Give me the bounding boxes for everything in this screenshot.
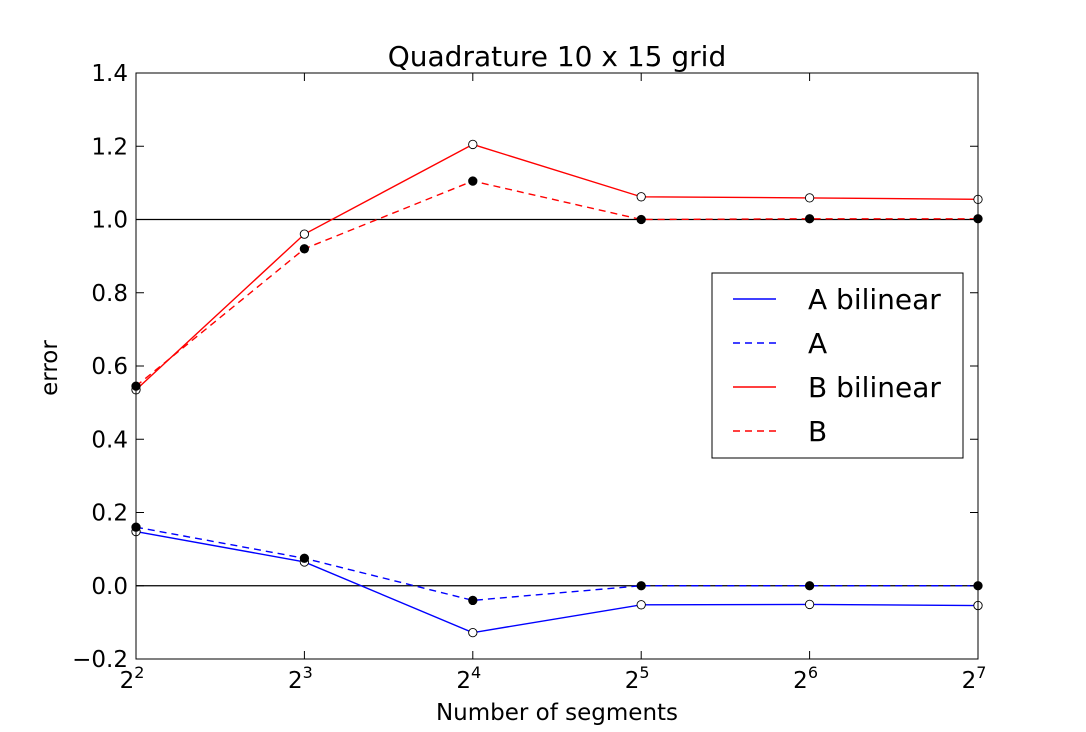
data-point-b-bilinear [804, 193, 815, 203]
y-tick-label: −0.2 [72, 647, 128, 673]
x-tick-label: 25 [625, 663, 650, 694]
data-point-a [299, 553, 310, 563]
data-point-a [636, 581, 646, 591]
chart-title: Quadrature 10 x 15 grid [388, 40, 727, 73]
legend: A bilinear A B bilinear B [711, 272, 964, 459]
data-point-b [804, 214, 815, 224]
legend-box [711, 272, 964, 459]
legend-label-a: A [808, 327, 827, 360]
series-line-a-bilinear [135, 530, 979, 634]
data-point-b-bilinear [299, 229, 310, 239]
data-point-a-bilinear [636, 600, 646, 610]
x-tick-label: 26 [793, 663, 818, 694]
data-point-b-bilinear [636, 192, 646, 202]
y-tick-label: 1.4 [91, 61, 128, 87]
y-tick-label: 0.8 [91, 281, 128, 307]
data-point-a-bilinear [468, 627, 478, 638]
legend-label-b: B [808, 415, 827, 448]
y-tick-label: 0.0 [91, 574, 128, 600]
x-tick-label: 23 [288, 663, 313, 694]
x-tick-label: 24 [456, 663, 481, 694]
data-point-b [468, 176, 478, 186]
data-point-b [299, 244, 310, 254]
data-point-a [804, 581, 815, 591]
data-point-a [468, 595, 478, 606]
y-tick-label: 0.4 [91, 427, 128, 453]
legend-label-b-bilinear: B bilinear [808, 371, 941, 404]
y-tick-label: 0.2 [91, 501, 128, 527]
y-tick-label: 1.2 [91, 134, 128, 160]
x-axis-label: Number of segments [436, 700, 678, 726]
tick-layer: −0.2 0.0 0.2 0.4 0.6 0.8 1.0 1.2 1.4 22 23 24 25 26 27 [72, 61, 986, 694]
y-tick-label: 1.0 [91, 208, 128, 234]
y-tick-label: 0.6 [91, 354, 128, 380]
series-line-a [135, 526, 978, 602]
data-point-a-bilinear [804, 599, 815, 610]
x-tick-label: 22 [120, 663, 145, 694]
plot-frame [135, 72, 979, 660]
x-tick-label: 27 [962, 663, 987, 694]
data-point-b [636, 214, 646, 225]
y-axis-label: error [37, 340, 63, 396]
series-line-b [135, 180, 978, 387]
data-point-b-bilinear [468, 139, 478, 150]
legend-label-a-bilinear: A bilinear [808, 283, 941, 316]
series-line-b-bilinear [135, 143, 979, 391]
